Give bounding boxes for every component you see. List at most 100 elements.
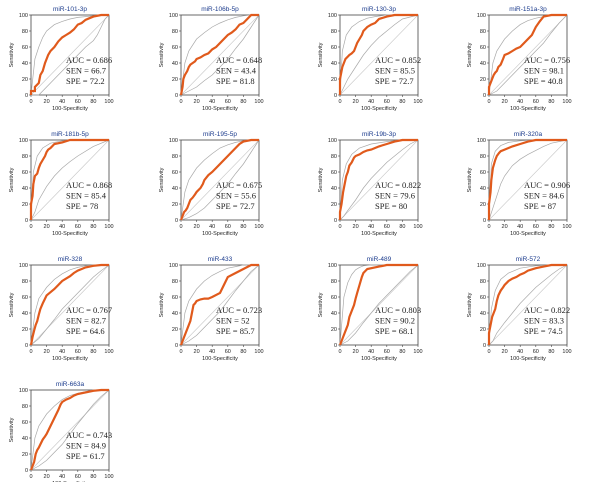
y-axis-label: Sensitivity: [318, 42, 324, 67]
y-tick-label: 80: [22, 29, 28, 35]
stat-spe: SPE = 72.2: [66, 76, 105, 86]
plot-frame: [180, 139, 260, 221]
reference-diagonal: [30, 389, 110, 471]
plot-frame: [488, 139, 568, 221]
y-tick-label: 20: [172, 327, 178, 333]
x-tick-label: 80: [90, 224, 96, 230]
x-tick-label: 0: [338, 224, 341, 230]
y-axis-label: Sensitivity: [9, 42, 15, 67]
x-tick-label: 40: [209, 224, 215, 230]
y-tick-label: 0: [25, 343, 28, 349]
reference-diagonal: [180, 14, 260, 96]
stat-sen: SEN = 90.2: [375, 316, 415, 326]
y-tick-label: 0: [25, 468, 28, 474]
y-axis-label: Sensitivity: [467, 42, 473, 67]
y-tick-label: 20: [22, 202, 28, 208]
y-tick-label: 80: [331, 279, 337, 285]
stat-spe: SPE = 85.7: [216, 326, 255, 336]
plot-frame: [180, 14, 260, 96]
y-tick-label: 60: [22, 420, 28, 426]
y-tick-label: 20: [22, 327, 28, 333]
x-tick-label: 60: [384, 349, 390, 355]
x-tick-label: 80: [399, 99, 405, 105]
y-tick-label: 80: [172, 154, 178, 160]
reference-diagonal: [339, 14, 419, 96]
plot-frame: [488, 264, 568, 346]
y-tick-label: 60: [480, 295, 486, 301]
y-tick-label: 20: [480, 202, 486, 208]
x-tick-label: 40: [59, 224, 65, 230]
x-tick-label: 20: [353, 99, 359, 105]
roc-panel: miR-489 0 20 40 60 80 100 0 20 40 60 80 100 100-Speci…: [318, 256, 423, 362]
x-tick-label: 20: [353, 349, 359, 355]
y-tick-label: 0: [175, 218, 178, 224]
x-tick-label: 60: [533, 224, 539, 230]
x-tick-label: 20: [502, 224, 508, 230]
y-tick-label: 40: [331, 186, 337, 192]
y-tick-label: 60: [331, 170, 337, 176]
stat-spe: SPE = 40.8: [524, 76, 563, 86]
x-tick-label: 0: [29, 349, 32, 355]
roc-panel: miR-328 0 20 40 60 80 100 0 20 40 60 80 100 100-Speci…: [9, 256, 114, 362]
stat-auc: AUC = 0.723: [216, 305, 262, 315]
x-tick-label: 0: [29, 224, 32, 230]
y-tick-label: 100: [328, 138, 337, 144]
x-tick-label: 100: [254, 349, 263, 355]
stat-sen: SEN = 55.6: [216, 191, 256, 201]
x-tick-label: 0: [487, 99, 490, 105]
y-tick-label: 20: [331, 202, 337, 208]
stat-sen: SEN = 82.7: [66, 316, 106, 326]
stat-spe: SPE = 87: [524, 201, 556, 211]
y-tick-label: 0: [334, 218, 337, 224]
x-tick-label: 0: [29, 474, 32, 480]
x-tick-label: 100: [413, 99, 422, 105]
panel-title: miR-19b-3p: [362, 131, 396, 138]
ci-lower-curve: [30, 264, 110, 346]
y-tick-label: 60: [331, 295, 337, 301]
y-tick-label: 80: [22, 404, 28, 410]
y-tick-label: 40: [22, 436, 28, 442]
y-tick-label: 0: [175, 93, 178, 99]
roc-panel: miR-101-3p 0 20 40 60 80 100 0 20 40 60 80 100 100-Sp…: [9, 6, 114, 112]
y-axis-label: Sensitivity: [159, 167, 165, 192]
y-tick-label: 0: [483, 343, 486, 349]
roc-curve: [29, 263, 109, 346]
plot-frame: [339, 139, 419, 221]
x-axis-label: 100-Specificity: [52, 231, 88, 237]
y-tick-label: 20: [172, 77, 178, 83]
reference-diagonal: [339, 264, 419, 346]
y-axis-label: Sensitivity: [318, 292, 324, 317]
stat-sen: SEN = 98.1: [524, 66, 564, 76]
stat-spe: SPE = 72.7: [216, 201, 255, 211]
reference-diagonal: [488, 14, 568, 96]
y-tick-label: 100: [477, 263, 486, 269]
roc-curve: [338, 13, 418, 95]
y-tick-label: 0: [175, 343, 178, 349]
y-tick-label: 80: [480, 154, 486, 160]
ci-lower-curve: [30, 389, 110, 471]
x-axis-label: 100-Specificity: [510, 231, 546, 237]
panel-title: miR-195-5p: [203, 131, 237, 138]
y-tick-label: 100: [169, 138, 178, 144]
stat-sen: SEN = 43.4: [216, 66, 257, 76]
y-tick-label: 80: [331, 154, 337, 160]
x-tick-label: 40: [368, 349, 374, 355]
stat-auc: AUC = 0.868: [66, 180, 112, 190]
stat-spe: SPE = 64.6: [66, 326, 105, 336]
stat-auc: AUC = 0.743: [66, 430, 112, 440]
y-axis-label: Sensitivity: [467, 167, 473, 192]
x-tick-label: 0: [338, 99, 341, 105]
stat-auc: AUC = 0.822: [375, 180, 421, 190]
roc-panel: miR-663a020406080100020406080100100-Spec…: [9, 381, 114, 482]
y-tick-label: 0: [25, 93, 28, 99]
reference-diagonal: [30, 14, 110, 96]
x-axis-label: 100-Specificity: [52, 356, 88, 362]
y-tick-label: 60: [331, 45, 337, 51]
stat-sen: SEN = 85.5: [375, 66, 415, 76]
x-tick-label: 100: [254, 99, 263, 105]
x-tick-label: 80: [240, 349, 246, 355]
y-tick-label: 20: [22, 452, 28, 458]
x-tick-label: 40: [209, 99, 215, 105]
y-tick-label: 0: [334, 93, 337, 99]
roc-panel: miR-572 0 20 40 60 80 100 0 20 40 60 80 100 100-Speci…: [467, 256, 572, 362]
